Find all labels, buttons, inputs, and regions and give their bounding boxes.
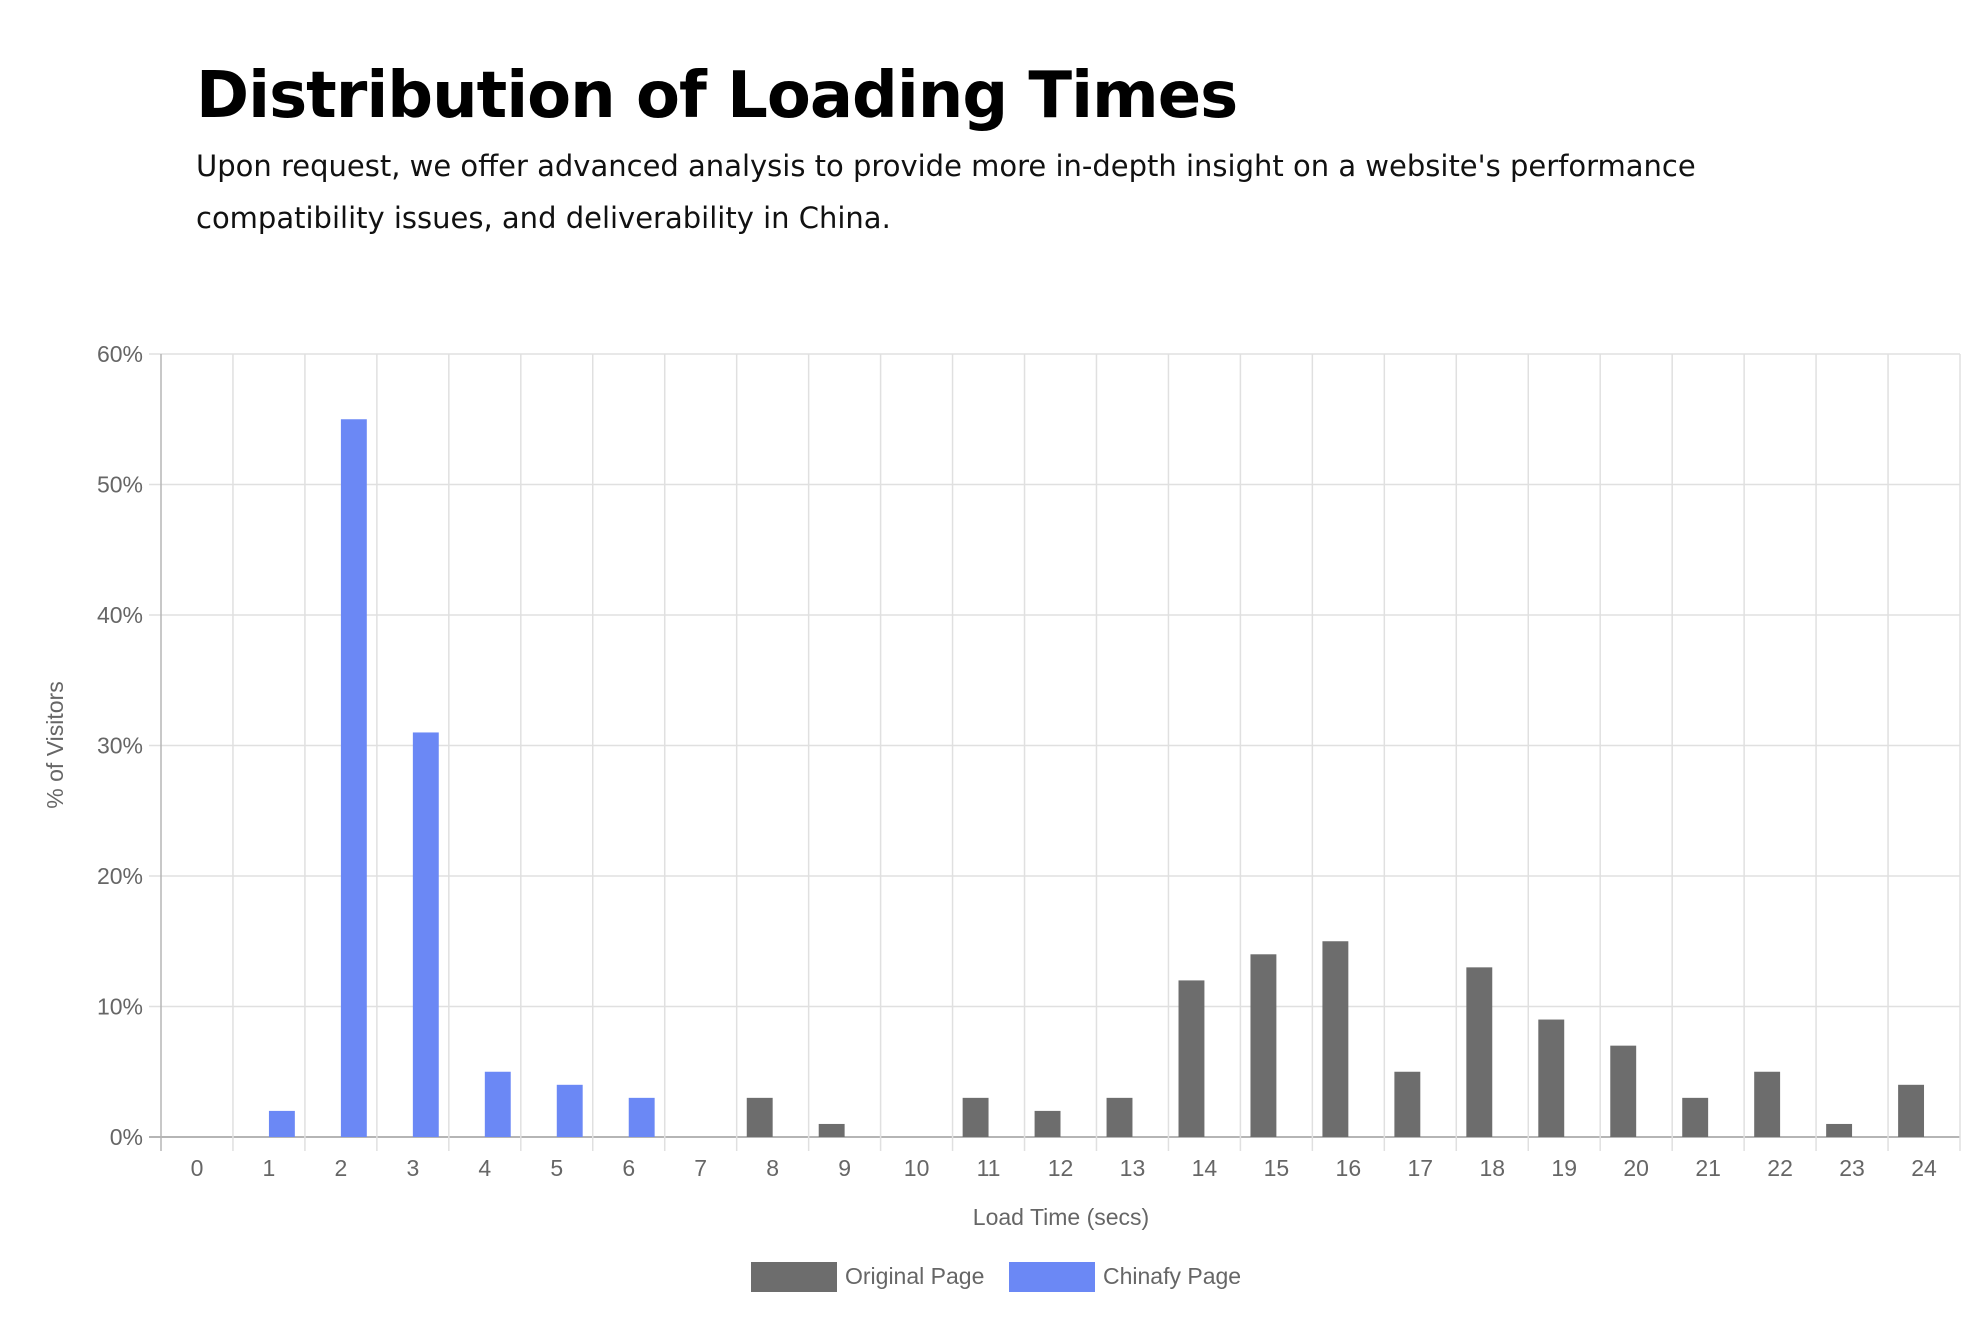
bar-original-20 [1610,1045,1637,1137]
x-tick-label: 17 [1408,1155,1434,1181]
bar-original-16 [1322,941,1349,1137]
x-tick-label: 23 [1839,1155,1865,1181]
legend-swatch-chinafy [1009,1262,1095,1292]
x-tick-label: 5 [550,1155,563,1181]
x-tick-label: 0 [191,1155,204,1181]
x-tick-label: 1 [263,1155,276,1181]
x-tick-label: 6 [622,1155,635,1181]
x-tick-label: 20 [1623,1155,1649,1181]
bar-original-23 [1826,1123,1853,1137]
bar-original-15 [1250,954,1277,1137]
x-tick-label: 22 [1767,1155,1793,1181]
y-tick-label: 60% [97,341,143,367]
x-tick-label: 3 [406,1155,419,1181]
x-tick-label: 18 [1479,1155,1505,1181]
bar-chinafy-4 [484,1071,511,1137]
legend-swatch-original [751,1262,837,1292]
page-subtitle: Upon request, we offer advanced analysis… [196,149,1696,235]
x-tick-label: 24 [1911,1155,1937,1181]
bar-chinafy-2 [340,419,367,1137]
y-axis-title: % of Visitors [42,681,68,808]
chart-grid [149,353,1961,1151]
bar-original-13 [1106,1097,1133,1137]
x-tick-label: 14 [1192,1155,1218,1181]
bar-original-24 [1898,1084,1925,1137]
bar-original-11 [962,1097,989,1137]
bar-chinafy-3 [412,732,439,1137]
page-title: Distribution of Loading Times [196,59,1238,133]
bar-chinafy-5 [556,1084,583,1137]
bar-original-8 [746,1097,773,1137]
bar-original-18 [1466,967,1493,1137]
y-tick-label: 20% [97,863,143,889]
x-tick-label: 19 [1551,1155,1577,1181]
x-tick-label: 9 [838,1155,851,1181]
x-tick-label: 7 [694,1155,707,1181]
bar-chinafy-6 [628,1097,655,1137]
legend-label-chinafy: Chinafy Page [1103,1263,1241,1289]
x-tick-label: 4 [478,1155,491,1181]
chart-bars [268,419,1925,1137]
x-axis-title: Load Time (secs) [973,1204,1149,1230]
x-tick-label: 8 [766,1155,779,1181]
bar-original-19 [1538,1019,1565,1137]
bar-original-21 [1682,1097,1709,1137]
y-tick-label: 50% [97,472,143,498]
x-tick-label: 16 [1336,1155,1362,1181]
bar-original-14 [1178,980,1205,1137]
x-tick-label: 13 [1120,1155,1146,1181]
y-tick-label: 30% [97,733,143,759]
x-tick-label: 15 [1264,1155,1290,1181]
legend-label-original: Original Page [845,1263,984,1289]
bar-original-12 [1034,1110,1061,1137]
x-tick-label: 11 [977,1155,1001,1181]
header: Distribution of Loading Times Upon reque… [196,56,1796,244]
x-tick-label: 12 [1048,1155,1074,1181]
bar-original-22 [1754,1071,1781,1137]
chart-axes: 0%10%20%30%40%50%60%0 1 2 3 4 5 6 7 8 9 10 11 12 13 14… [97,341,1937,1181]
chart-legend: Original Page Chinafy Page [751,1262,1241,1292]
x-tick-label: 10 [904,1155,930,1181]
y-tick-label: 0% [110,1124,143,1150]
x-tick-label: 2 [335,1155,348,1181]
bar-chinafy-1 [268,1110,295,1137]
bar-original-17 [1394,1071,1421,1137]
bar-original-9 [818,1123,845,1137]
y-tick-label: 40% [97,602,143,628]
y-tick-label: 10% [97,994,143,1020]
x-tick-label: 21 [1695,1155,1721,1181]
